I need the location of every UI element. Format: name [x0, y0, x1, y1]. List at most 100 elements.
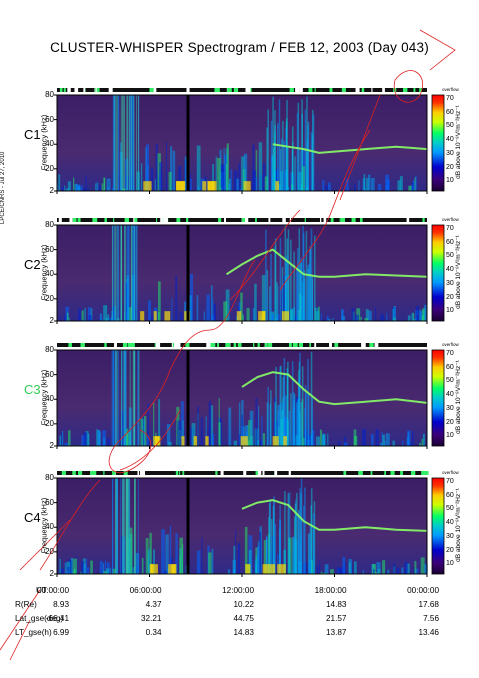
spectral-streak: [59, 435, 62, 446]
mode-bar-segment: [140, 471, 146, 475]
spectral-streak: [114, 350, 116, 446]
mode-bar-segment: [122, 343, 128, 347]
mode-bar-segment: [103, 471, 105, 475]
y-tick-label: 2: [49, 316, 54, 325]
spectral-streak: [386, 312, 388, 321]
spectral-streak: [303, 278, 306, 321]
y-tick-label: 80: [45, 220, 54, 229]
spectral-streak: [66, 312, 69, 321]
mode-bar-segment: [320, 218, 322, 222]
mode-bar-segment: [243, 471, 247, 475]
mode-bar-segment: [77, 218, 81, 222]
spectral-streak: [320, 571, 322, 574]
spectral-streak: [279, 237, 282, 321]
mode-bar-segment: [237, 343, 242, 347]
mode-bar-segment: [323, 218, 327, 222]
y-tick-label: 80: [45, 90, 54, 99]
spectral-streak: [127, 225, 129, 321]
y-tick-label: 2: [49, 569, 54, 578]
mode-bar-segment: [304, 218, 306, 222]
spectral-streak: [422, 433, 425, 446]
spectral-streak: [67, 566, 70, 574]
ephemeris-label: UT: [36, 586, 47, 595]
spectral-streak: [312, 114, 315, 191]
spectral-streak: [406, 563, 410, 574]
spectral-streak: [127, 478, 129, 574]
spectral-streak: [134, 225, 136, 321]
spectral-streak: [279, 519, 281, 574]
spectral-streak: [168, 171, 172, 191]
spectral-streak: [118, 350, 120, 446]
mode-bar-segment: [288, 343, 292, 347]
colorbar-tick-label: 20: [446, 293, 454, 301]
y-axis-label: Frequency (kHz): [39, 114, 49, 171]
spectral-streak: [158, 399, 161, 446]
spectral-streak: [291, 361, 294, 446]
spectral-streak: [64, 443, 69, 446]
mode-bar-segment: [233, 88, 239, 92]
intense-patch: [153, 311, 157, 321]
plasma-line: [226, 248, 428, 278]
spectral-streak: [402, 440, 404, 446]
scribble-stroke: [393, 29, 456, 103]
spectral-streak: [129, 478, 131, 574]
intense-patch: [181, 436, 185, 446]
spectral-streak: [322, 433, 326, 446]
spectral-streak: [61, 430, 64, 446]
spectral-streak: [255, 555, 258, 574]
mode-bar-segment: [264, 343, 267, 347]
spectral-streak: [112, 305, 115, 321]
spectral-streak: [385, 433, 390, 446]
spectral-streak: [153, 549, 155, 574]
spectral-streak: [294, 156, 296, 191]
mode-bar-segment: [257, 343, 260, 347]
spectral-streak: [75, 184, 80, 191]
y-tick-label: 60: [45, 497, 54, 507]
spectral-streak: [80, 184, 83, 191]
spectral-streak: [115, 478, 117, 574]
spectral-streak: [96, 429, 98, 446]
spectral-streak: [304, 487, 306, 574]
spectral-streak: [128, 527, 133, 574]
colorbar: [431, 94, 445, 192]
colorbar-tick-label: 70: [446, 350, 454, 357]
spectral-streak: [245, 425, 248, 446]
spectral-streak: [270, 390, 272, 446]
spectral-streak: [87, 567, 90, 574]
spectral-streak: [103, 563, 105, 574]
ephemeris-value: 13.46: [418, 628, 440, 637]
colorbar: [431, 477, 445, 575]
spectral-streak: [172, 150, 176, 191]
spectral-streak: [150, 316, 155, 321]
colorbar-top-text: overflow: [442, 342, 459, 347]
spectral-streak: [128, 432, 131, 446]
spectral-streak: [68, 317, 70, 321]
spectral-streak: [300, 534, 302, 574]
spectral-streak: [254, 283, 257, 321]
spectral-streak: [179, 537, 183, 574]
spectral-streak: [141, 557, 144, 574]
spectral-streak: [301, 366, 304, 446]
spectral-streak: [180, 401, 184, 446]
mode-bar-segment: [154, 343, 156, 347]
spectral-streak: [112, 95, 114, 191]
panel-C3: [54, 343, 445, 449]
spectral-streak: [274, 524, 276, 574]
intense-patch: [270, 564, 276, 574]
spectral-streak: [285, 276, 287, 321]
spectral-streak: [287, 145, 289, 191]
spectral-streak: [355, 314, 360, 321]
spectral-streak: [415, 306, 420, 321]
mode-bar-segment: [314, 88, 316, 92]
mode-bar-segment: [360, 218, 363, 222]
spectral-streak: [421, 315, 424, 321]
y-axis-label: Frequency (kHz): [39, 497, 49, 554]
spectral-streak: [382, 560, 386, 574]
ephemeris-value: 18:00:00: [314, 586, 347, 595]
mode-bar-segment: [382, 88, 385, 92]
spectral-streak: [271, 535, 274, 574]
spectral-streak: [122, 478, 124, 574]
intense-patch: [262, 564, 270, 574]
spectral-streak: [353, 183, 356, 191]
y-tick-label: 40: [45, 139, 54, 149]
